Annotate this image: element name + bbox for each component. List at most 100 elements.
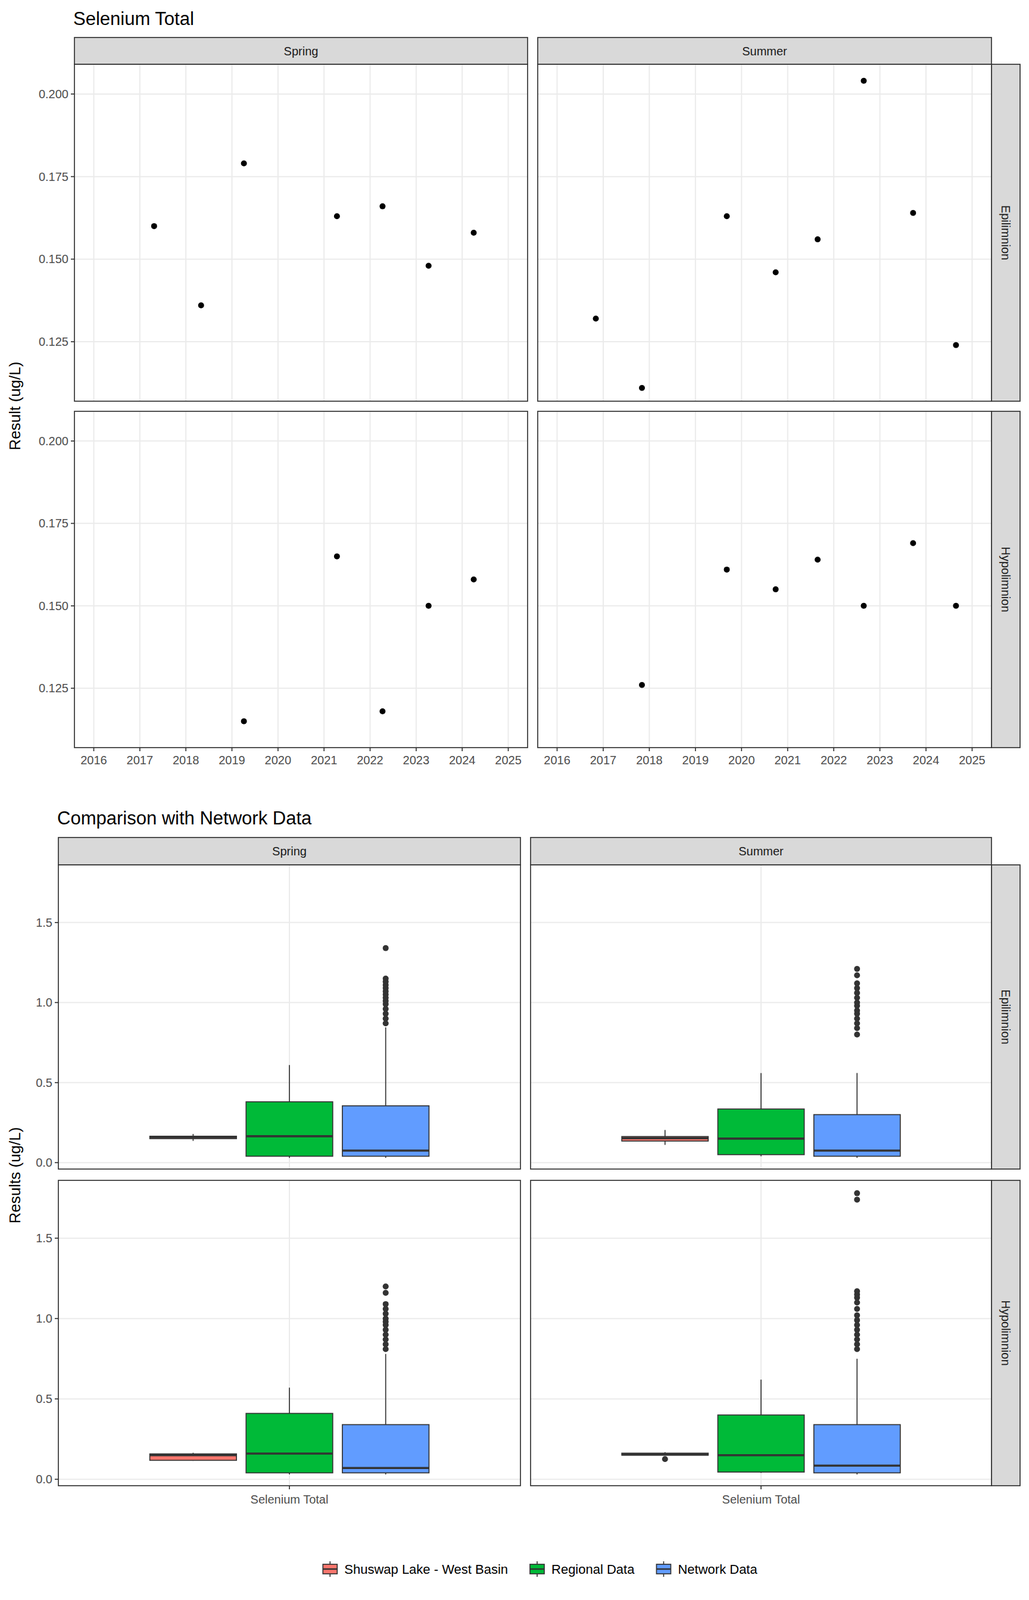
box: [342, 1424, 430, 1474]
panel: Selenium Total0.00.51.01.5: [35, 1180, 521, 1507]
point: [814, 236, 821, 243]
tick-label: 2021: [310, 753, 338, 767]
tick-mark: [70, 341, 75, 343]
tick-label: 2025: [958, 753, 986, 767]
point: [952, 342, 959, 349]
tick-mark: [602, 747, 604, 752]
tick-mark: [507, 747, 510, 752]
strip: [991, 1180, 1021, 1487]
tick-label: 2017: [126, 753, 154, 767]
grid-line: [231, 411, 233, 748]
tick-mark: [415, 747, 417, 752]
outlier: [382, 1290, 389, 1297]
strip-label: Summer: [741, 44, 788, 58]
point: [471, 229, 477, 236]
legend-label: Shuswap Lake - West Basin: [344, 1562, 508, 1578]
tick-mark: [54, 1398, 59, 1400]
figure: Selenium TotalResult (ug/L)SpringSummerE…: [0, 0, 1029, 1600]
median: [621, 1454, 709, 1457]
legend-key: [322, 1564, 338, 1575]
grid-line: [537, 605, 992, 607]
legend-label: Network Data: [677, 1562, 758, 1578]
tick-mark: [925, 747, 927, 752]
whisker: [288, 1065, 291, 1103]
tick-mark: [54, 1238, 59, 1240]
grid-line: [461, 64, 463, 402]
chart-title: Selenium Total: [73, 8, 195, 30]
marks: [151, 160, 477, 309]
grid-line: [833, 64, 835, 402]
grid-line: [92, 411, 95, 748]
tick-mark: [740, 747, 742, 752]
outlier: [853, 1031, 860, 1038]
outlier: [382, 945, 389, 952]
panel-frame: [58, 1180, 521, 1487]
tick-label: 1.5: [35, 916, 53, 930]
legend-item: Regional Data: [529, 1561, 635, 1578]
grid-line: [277, 64, 279, 402]
panel-frame: [74, 411, 528, 748]
grid-line: [231, 64, 233, 402]
strip: [74, 37, 528, 65]
whisker: [664, 1141, 666, 1146]
grid-line: [74, 258, 528, 260]
marks: [638, 540, 959, 689]
tick-label: 2022: [356, 753, 384, 767]
grid-line: [537, 93, 992, 95]
tick-mark: [556, 747, 558, 752]
grid-line: [415, 411, 417, 748]
grid-line: [648, 64, 650, 402]
tick-mark: [54, 922, 59, 924]
tick-mark: [787, 747, 789, 752]
median: [717, 1454, 804, 1458]
outlier: [853, 1313, 860, 1320]
tick-label: 2023: [866, 753, 894, 767]
whisker: [664, 1130, 666, 1137]
strip: [530, 837, 992, 866]
grid-line: [323, 411, 325, 748]
whisker: [385, 1027, 387, 1107]
panel-frame: [58, 865, 521, 1170]
legend-item: Shuswap Lake - West Basin: [322, 1561, 508, 1578]
grid-line: [971, 64, 973, 402]
tick-mark: [694, 747, 697, 752]
legend-item: Network Data: [656, 1561, 758, 1578]
panel: [530, 865, 992, 1170]
point: [638, 385, 645, 392]
panel-background: [58, 1180, 521, 1487]
median: [814, 1149, 901, 1153]
tick-label: 0.5: [35, 1392, 53, 1406]
point: [241, 718, 248, 725]
whisker: [385, 1354, 387, 1426]
grid-line: [74, 522, 528, 525]
box: [621, 1136, 709, 1142]
strip: [991, 411, 1021, 748]
box: [717, 1415, 804, 1473]
tick-label: 1.0: [35, 1312, 53, 1326]
grid-line: [369, 64, 371, 402]
outlier: [382, 1301, 389, 1308]
point: [151, 223, 158, 230]
whisker: [760, 1380, 762, 1416]
grid-line: [74, 341, 528, 343]
grid-line: [74, 176, 528, 178]
tick-mark: [54, 1002, 59, 1004]
grid-line: [556, 64, 558, 402]
grid-line: [537, 341, 992, 343]
tick-mark: [70, 259, 75, 261]
point: [198, 302, 205, 309]
outlier: [853, 1190, 860, 1197]
marks: [150, 1283, 430, 1476]
tick-label: 0.0: [35, 1156, 53, 1170]
tick-label: 0.150: [38, 252, 69, 266]
tick-label: 2017: [590, 753, 617, 767]
outlier: [382, 976, 389, 982]
tick-label: Selenium Total: [250, 1493, 329, 1507]
box: [717, 1109, 804, 1156]
median: [342, 1467, 430, 1471]
marks: [593, 78, 960, 392]
point: [593, 315, 600, 322]
tick-mark: [70, 605, 75, 607]
legend-key-median: [656, 1569, 671, 1571]
tick-mark: [139, 747, 141, 752]
